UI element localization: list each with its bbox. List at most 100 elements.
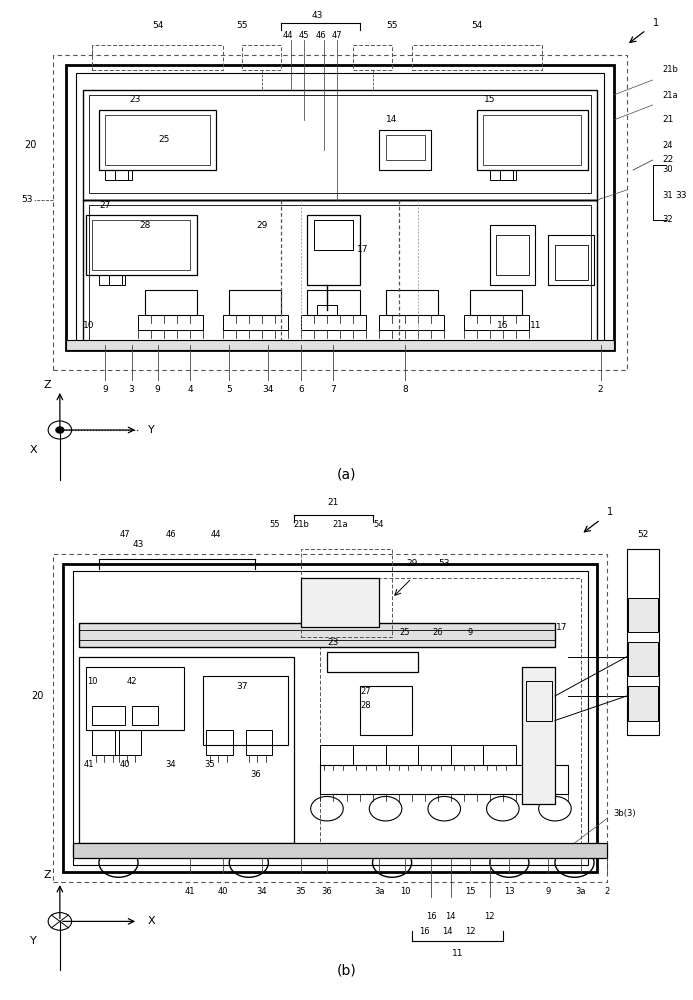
Text: 41: 41 — [84, 760, 94, 769]
Text: 16: 16 — [497, 320, 509, 330]
Text: 31: 31 — [663, 190, 673, 200]
Text: X: X — [30, 445, 37, 455]
Text: 22: 22 — [663, 155, 674, 164]
Text: 16: 16 — [419, 927, 430, 936]
Text: 9: 9 — [468, 628, 473, 637]
Text: 29: 29 — [256, 221, 267, 230]
Text: 5: 5 — [227, 385, 232, 394]
Text: 28: 28 — [139, 221, 150, 230]
Text: 34: 34 — [263, 385, 274, 394]
FancyBboxPatch shape — [628, 642, 658, 676]
FancyBboxPatch shape — [628, 686, 658, 720]
Text: Z: Z — [43, 870, 51, 880]
Text: 27: 27 — [361, 687, 371, 696]
Text: 23: 23 — [328, 638, 339, 647]
Text: 30: 30 — [663, 165, 673, 174]
Text: 28: 28 — [361, 701, 371, 710]
FancyBboxPatch shape — [301, 578, 379, 627]
Text: 3b(3): 3b(3) — [613, 809, 636, 818]
Text: 25: 25 — [400, 628, 410, 637]
Text: 11: 11 — [452, 949, 463, 958]
Text: 40: 40 — [218, 888, 228, 896]
Text: 10: 10 — [83, 320, 95, 330]
Text: 3a: 3a — [576, 888, 586, 896]
Text: 55: 55 — [236, 20, 248, 29]
Text: 2: 2 — [604, 888, 610, 896]
Text: 9: 9 — [155, 385, 161, 394]
Text: 15: 15 — [465, 888, 475, 896]
Text: 24: 24 — [663, 140, 673, 149]
Text: 14: 14 — [446, 912, 456, 921]
Text: 53: 53 — [439, 559, 450, 568]
Text: Z: Z — [43, 380, 51, 390]
Text: 25: 25 — [159, 135, 170, 144]
Text: 32: 32 — [663, 216, 673, 225]
Text: 26: 26 — [432, 628, 443, 637]
Text: 21: 21 — [663, 115, 674, 124]
Text: 14: 14 — [387, 115, 398, 124]
Text: 41: 41 — [185, 888, 195, 896]
Text: 45: 45 — [299, 30, 309, 39]
Text: 10: 10 — [400, 888, 410, 896]
Text: 21a: 21a — [332, 520, 348, 529]
Text: 17: 17 — [556, 623, 567, 632]
Text: 55: 55 — [387, 20, 398, 29]
FancyBboxPatch shape — [80, 622, 555, 647]
Text: 4: 4 — [187, 385, 193, 394]
Text: Y: Y — [148, 425, 155, 435]
Text: 21: 21 — [328, 498, 339, 507]
Text: 11: 11 — [529, 320, 541, 330]
Text: 36: 36 — [322, 888, 333, 896]
Text: (a): (a) — [337, 468, 356, 482]
Text: 47: 47 — [120, 530, 130, 539]
Text: 33: 33 — [676, 190, 687, 200]
Text: 16: 16 — [426, 912, 437, 921]
Text: 8: 8 — [402, 385, 408, 394]
Text: 20: 20 — [24, 140, 37, 150]
Text: 40: 40 — [120, 760, 130, 769]
Text: 14: 14 — [442, 927, 453, 936]
Text: 34: 34 — [256, 888, 267, 896]
Text: 9: 9 — [103, 385, 108, 394]
Text: 43: 43 — [132, 540, 143, 549]
Text: 3a: 3a — [374, 888, 385, 896]
Text: X: X — [147, 916, 155, 926]
Text: 23: 23 — [129, 96, 141, 104]
Text: 54: 54 — [152, 20, 164, 29]
FancyBboxPatch shape — [67, 340, 613, 350]
Text: 46: 46 — [315, 30, 326, 39]
Text: 54: 54 — [374, 520, 385, 529]
Text: (b): (b) — [337, 963, 356, 977]
Text: 42: 42 — [126, 677, 137, 686]
Text: 2: 2 — [598, 385, 604, 394]
Circle shape — [56, 427, 64, 433]
FancyBboxPatch shape — [523, 667, 555, 804]
Text: 21b: 21b — [293, 520, 309, 529]
Text: 9: 9 — [546, 888, 551, 896]
Text: 37: 37 — [236, 682, 248, 691]
Text: 13: 13 — [504, 888, 515, 896]
Text: Y: Y — [30, 936, 37, 946]
Text: 35: 35 — [296, 888, 306, 896]
Text: 20: 20 — [31, 691, 43, 701]
FancyBboxPatch shape — [628, 598, 658, 632]
Text: 1: 1 — [653, 17, 659, 27]
Text: 12: 12 — [465, 927, 475, 936]
Text: 36: 36 — [250, 770, 261, 779]
Text: 15: 15 — [484, 96, 495, 104]
Text: 47: 47 — [331, 30, 342, 39]
Text: 35: 35 — [204, 760, 215, 769]
Text: 29: 29 — [406, 559, 417, 568]
Text: 46: 46 — [166, 530, 176, 539]
Text: 54: 54 — [471, 20, 482, 29]
Text: 12: 12 — [484, 912, 495, 921]
Text: 44: 44 — [211, 530, 222, 539]
Text: 43: 43 — [311, 10, 323, 19]
Text: 1: 1 — [607, 507, 613, 517]
Text: 44: 44 — [283, 30, 293, 39]
FancyBboxPatch shape — [73, 843, 607, 858]
Text: 52: 52 — [637, 530, 649, 539]
Text: 3: 3 — [129, 385, 134, 394]
Text: 17: 17 — [357, 245, 369, 254]
Text: 55: 55 — [270, 520, 280, 529]
